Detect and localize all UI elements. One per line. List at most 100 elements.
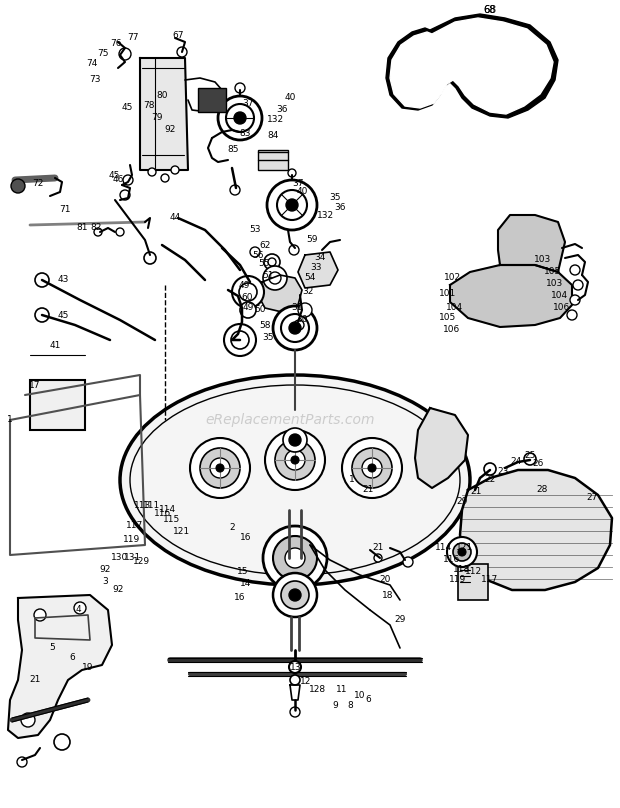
Text: 113: 113 (135, 500, 152, 510)
Circle shape (291, 456, 299, 464)
Text: 25: 25 (525, 452, 536, 461)
Circle shape (458, 548, 466, 556)
Text: 92: 92 (112, 586, 123, 595)
Text: 12: 12 (300, 677, 312, 687)
Text: 18: 18 (383, 591, 394, 600)
Text: 76: 76 (110, 39, 122, 48)
Text: 75: 75 (97, 48, 108, 57)
Circle shape (177, 47, 187, 57)
Circle shape (54, 734, 70, 750)
Text: 81: 81 (76, 224, 88, 233)
Text: 34: 34 (314, 252, 326, 262)
Text: 45: 45 (108, 170, 120, 179)
Circle shape (281, 581, 309, 609)
Circle shape (273, 536, 317, 580)
Text: 26: 26 (533, 460, 544, 469)
Text: 103: 103 (546, 280, 564, 288)
Circle shape (218, 96, 262, 140)
Circle shape (226, 104, 254, 132)
Text: 6: 6 (365, 696, 371, 705)
Text: 44: 44 (169, 213, 180, 222)
Polygon shape (460, 470, 612, 590)
Circle shape (273, 306, 317, 350)
Text: 68: 68 (484, 5, 496, 15)
Text: 27: 27 (587, 494, 598, 503)
Circle shape (235, 83, 245, 93)
Text: 121: 121 (456, 544, 474, 553)
Circle shape (570, 295, 580, 305)
Text: 20: 20 (379, 575, 391, 584)
Text: 56: 56 (252, 250, 264, 259)
Circle shape (567, 310, 577, 320)
Text: 58: 58 (259, 321, 271, 330)
Text: 13: 13 (290, 663, 302, 672)
Circle shape (74, 602, 86, 614)
Text: 112: 112 (466, 567, 482, 576)
Circle shape (289, 434, 301, 446)
Circle shape (273, 573, 317, 617)
Text: 132: 132 (267, 116, 285, 124)
Circle shape (573, 280, 583, 290)
Circle shape (148, 168, 156, 176)
Text: 111: 111 (143, 500, 161, 510)
Text: 30: 30 (296, 315, 308, 325)
Text: 106: 106 (554, 304, 570, 313)
Text: 32: 32 (303, 288, 314, 297)
Circle shape (240, 302, 256, 318)
Text: 116: 116 (154, 508, 172, 517)
Text: 68: 68 (484, 5, 497, 15)
Circle shape (453, 543, 471, 561)
Circle shape (21, 713, 35, 727)
Text: 29: 29 (456, 498, 467, 507)
Circle shape (200, 448, 240, 488)
Circle shape (374, 554, 382, 562)
Text: 78: 78 (143, 100, 155, 110)
Circle shape (285, 450, 305, 470)
Circle shape (17, 757, 27, 767)
Circle shape (231, 331, 249, 349)
Text: 105: 105 (440, 314, 456, 322)
Circle shape (232, 276, 264, 308)
Text: 103: 103 (534, 255, 552, 264)
Circle shape (277, 190, 307, 220)
Text: 67: 67 (172, 31, 184, 40)
Text: 119: 119 (450, 575, 467, 584)
Polygon shape (450, 265, 572, 327)
Text: 16: 16 (241, 533, 252, 542)
Circle shape (265, 430, 325, 490)
Circle shape (570, 265, 580, 275)
Circle shape (289, 245, 299, 255)
Polygon shape (390, 18, 553, 114)
Circle shape (342, 438, 402, 498)
Circle shape (230, 185, 240, 195)
Text: 17: 17 (29, 381, 41, 389)
Circle shape (263, 526, 327, 590)
Circle shape (239, 283, 257, 301)
Ellipse shape (120, 375, 470, 585)
Circle shape (210, 458, 230, 478)
Text: 51: 51 (262, 271, 274, 280)
Polygon shape (298, 252, 338, 288)
Text: 128: 128 (309, 685, 327, 695)
Text: 21: 21 (362, 486, 374, 494)
Text: 117: 117 (481, 575, 498, 584)
Text: 6: 6 (69, 654, 75, 663)
Text: 115: 115 (164, 516, 180, 524)
Text: 60: 60 (241, 292, 253, 301)
Circle shape (286, 199, 298, 211)
Text: 62: 62 (259, 241, 271, 250)
Circle shape (524, 453, 536, 465)
Ellipse shape (130, 385, 460, 575)
Text: 118: 118 (453, 566, 471, 574)
Polygon shape (258, 275, 302, 312)
Text: 72: 72 (32, 179, 43, 187)
Circle shape (123, 175, 133, 185)
Text: 31: 31 (291, 302, 303, 312)
Circle shape (268, 258, 276, 266)
Text: 29: 29 (394, 616, 405, 625)
Circle shape (290, 675, 300, 685)
Text: 117: 117 (126, 520, 144, 529)
Text: 19: 19 (82, 663, 94, 672)
Circle shape (94, 228, 102, 236)
Circle shape (352, 448, 392, 488)
